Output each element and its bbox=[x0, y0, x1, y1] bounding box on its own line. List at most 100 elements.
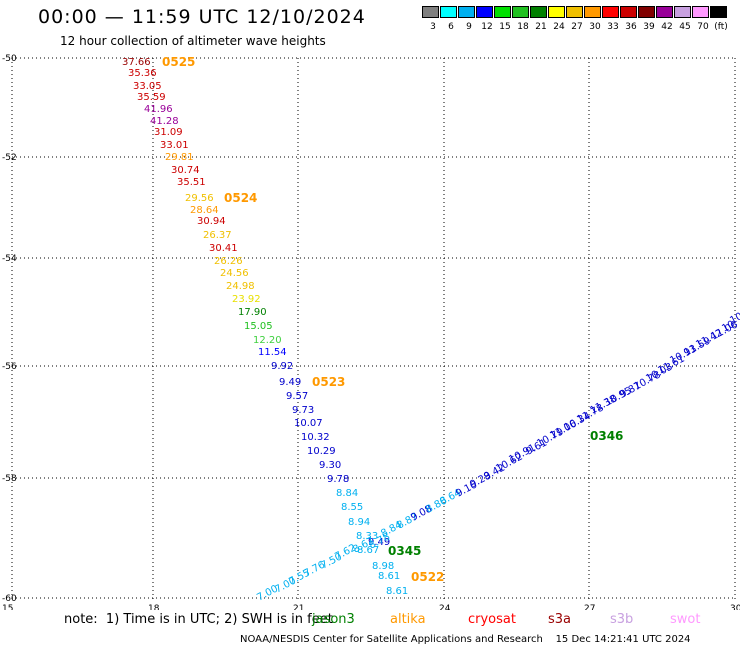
color-scale-swatch bbox=[620, 6, 637, 18]
pass-labels: 0525 0524 0523 0522 0345 0346 bbox=[162, 55, 623, 584]
color-scale-label: 15 bbox=[499, 22, 511, 32]
lat-tick-label: -50 bbox=[2, 54, 17, 64]
swh-label: 12.20 bbox=[253, 335, 282, 346]
color-scale-label: 45 bbox=[679, 22, 691, 32]
swh-label: 8.55 bbox=[341, 502, 363, 513]
swh-label: 29.81 bbox=[165, 152, 194, 163]
legend-s3a: s3a bbox=[548, 612, 572, 627]
swh-label: 28.64 bbox=[190, 205, 219, 216]
legend-jason3: jason3 bbox=[312, 612, 355, 627]
pass-id-label: 0522 bbox=[411, 570, 444, 584]
color-scale-label: (ft) bbox=[714, 22, 728, 32]
swh-label: 24.98 bbox=[226, 281, 255, 292]
lon-tick-label: 24 bbox=[439, 604, 451, 610]
swh-label: 9.92 bbox=[271, 361, 293, 372]
color-scale-swatch bbox=[692, 6, 709, 18]
swh-label: 29.56 bbox=[185, 193, 214, 204]
swh-label: 30.94 bbox=[197, 216, 226, 227]
color-scale-label: 9 bbox=[466, 22, 472, 32]
color-scale-label: 42 bbox=[661, 22, 673, 32]
color-scale-swatch bbox=[494, 6, 511, 18]
map-grid bbox=[11, 57, 736, 600]
color-scale-label: 36 bbox=[625, 22, 637, 32]
color-scale-swatch bbox=[638, 6, 655, 18]
swh-label: 24.56 bbox=[220, 268, 249, 279]
swh-label: 31.09 bbox=[154, 127, 183, 138]
color-scale-swatch bbox=[584, 6, 601, 18]
pass-id-label: 0345 bbox=[388, 544, 421, 558]
swh-label: 9.30 bbox=[319, 460, 341, 471]
color-scale-label: 70 bbox=[697, 22, 709, 32]
swh-label: 26.37 bbox=[203, 230, 232, 241]
pass-id-label: 0525 bbox=[162, 55, 195, 69]
swh-label: 30.74 bbox=[171, 165, 200, 176]
swh-label: 41.96 bbox=[144, 104, 173, 115]
swh-label: 8.94 bbox=[348, 517, 370, 528]
color-scale-label: 24 bbox=[553, 22, 565, 32]
color-scale-label: 12 bbox=[481, 22, 493, 32]
color-scale-label: 18 bbox=[517, 22, 529, 32]
swh-label: 8.98 bbox=[372, 561, 394, 572]
color-scale-label: 39 bbox=[643, 22, 655, 32]
swh-label: 41.28 bbox=[150, 116, 179, 127]
legend-swot: swot bbox=[670, 612, 701, 627]
pass-id-label: 0346 bbox=[590, 429, 623, 443]
legend-s3b: s3b bbox=[610, 612, 634, 627]
color-scale-label: 21 bbox=[535, 22, 547, 32]
color-scale-swatch bbox=[674, 6, 691, 18]
lon-tick-label: 15 bbox=[2, 604, 13, 610]
swh-label: 9.73 bbox=[292, 405, 314, 416]
swh-label: 9.78 bbox=[327, 474, 349, 485]
page-subtitle: 12 hour collection of altimeter wave hei… bbox=[60, 34, 326, 48]
color-scale-swatch bbox=[440, 6, 457, 18]
swh-label: 9.49 bbox=[368, 537, 390, 548]
swh-label: 30.41 bbox=[209, 243, 238, 254]
swh-label: 8.61 bbox=[378, 571, 400, 582]
credit-line: NOAA/NESDIS Center for Satellite Applica… bbox=[240, 634, 691, 645]
color-scale-label: 30 bbox=[589, 22, 601, 32]
swh-label: 17.90 bbox=[238, 307, 267, 318]
color-scale-label: 33 bbox=[607, 22, 619, 32]
swh-label: 10.07 bbox=[294, 418, 323, 429]
swh-label: 8.33 bbox=[356, 531, 378, 542]
lon-tick-label: 18 bbox=[148, 604, 160, 610]
swh-label: 10.29 bbox=[307, 446, 336, 457]
lat-tick-label: -56 bbox=[2, 362, 17, 372]
swh-label: 10. bbox=[728, 309, 740, 326]
lat-tick-label: -58 bbox=[2, 474, 17, 484]
swh-label: 33.05 bbox=[133, 81, 162, 92]
color-scale-swatch bbox=[566, 6, 583, 18]
swh-label: 9.49 bbox=[279, 377, 301, 388]
swh-label: 37.66 bbox=[122, 57, 151, 68]
swh-label: 8.61 bbox=[386, 586, 408, 597]
page-title: 00:00 — 11:59 UTC 12/10/2024 bbox=[38, 6, 366, 28]
swh-label: 15.05 bbox=[244, 321, 273, 332]
color-scale-swatch bbox=[710, 6, 727, 18]
lat-tick-label: -52 bbox=[2, 153, 17, 163]
swh-label: 35.59 bbox=[137, 92, 166, 103]
color-scale-swatch bbox=[476, 6, 493, 18]
swh-label: 9.57 bbox=[286, 391, 308, 402]
color-scale-label: 6 bbox=[448, 22, 454, 32]
swh-label: 10.32 bbox=[301, 432, 330, 443]
color-scale-swatch bbox=[422, 6, 439, 18]
lon-tick-label: 21 bbox=[293, 604, 304, 610]
lat-tick-label: -54 bbox=[2, 254, 17, 264]
lon-tick-label: 30 bbox=[730, 604, 740, 610]
pass-id-label: 0523 bbox=[312, 375, 345, 389]
color-scale-swatch bbox=[602, 6, 619, 18]
pass-id-label: 0524 bbox=[224, 191, 257, 205]
swh-label: 11.54 bbox=[258, 347, 287, 358]
swh-label: 8.67 bbox=[357, 545, 379, 556]
swh-label: 35.36 bbox=[128, 68, 157, 79]
legend-altika: altika bbox=[390, 612, 426, 627]
lat-tick-label: -60 bbox=[2, 594, 17, 604]
color-scale-label: 27 bbox=[571, 22, 583, 32]
swh-label: 8.84 bbox=[336, 488, 358, 499]
footer-note: note: 1) Time is in UTC; 2) SWH is in fe… bbox=[64, 612, 333, 627]
color-scale-swatch bbox=[512, 6, 529, 18]
color-scale-swatch bbox=[548, 6, 565, 18]
lon-tick-label: 27 bbox=[584, 604, 595, 610]
